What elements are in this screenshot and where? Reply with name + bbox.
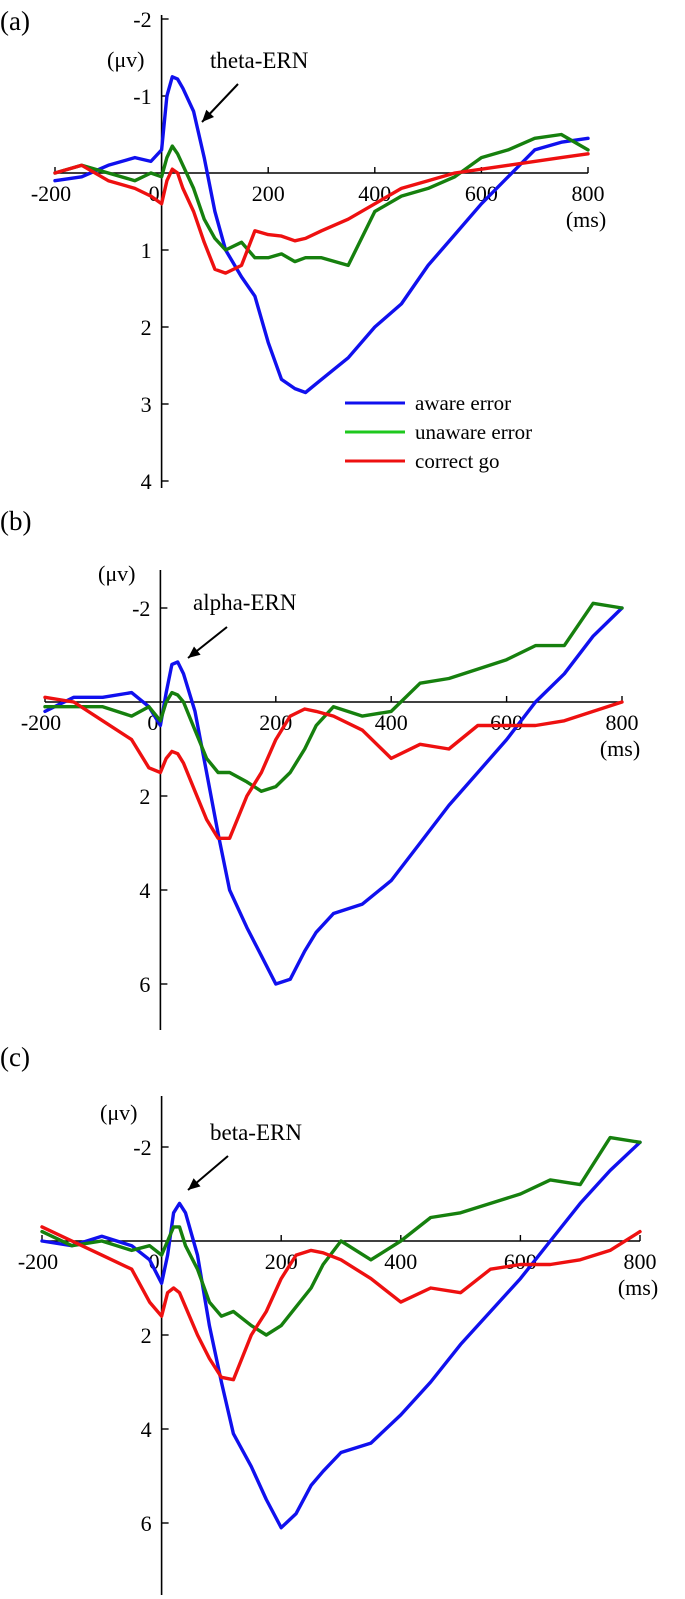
panel-label: (c): [0, 1042, 30, 1072]
panel-label: (b): [0, 506, 31, 536]
arrow-head: [202, 109, 214, 122]
y-axis-label: (μv): [100, 1100, 137, 1125]
legend: aware error unaware error correct go: [345, 391, 532, 473]
series-line-unaware-error: [40, 1135, 642, 1337]
arrow-head: [188, 1178, 201, 1190]
annotation-label: alpha-ERN: [193, 590, 297, 615]
y-tick-label: 3: [141, 392, 152, 417]
y-tick-label: -2: [133, 1135, 151, 1160]
y-tick-label: 4: [141, 1417, 152, 1442]
y-axis-label: (μv): [98, 561, 135, 586]
x-tick-label: 600: [504, 1249, 537, 1274]
legend-label: aware error: [415, 391, 511, 415]
y-tick-label: 4: [139, 878, 150, 903]
series-line-correct-go: [53, 152, 590, 275]
y-tick-label: 2: [141, 315, 152, 340]
x-axis-label: (ms): [618, 1275, 658, 1300]
series-line-aware-error: [53, 75, 590, 395]
y-tick-label: -2: [133, 7, 151, 32]
y-tick-label: 2: [141, 1323, 152, 1348]
panel-label: (a): [0, 6, 30, 36]
x-tick-label: 400: [384, 1249, 417, 1274]
x-axis-label: (ms): [566, 207, 606, 232]
x-tick-label: 400: [358, 181, 391, 206]
x-tick-label: 200: [252, 181, 285, 206]
legend-label: correct go: [415, 449, 500, 473]
y-tick-label: 2: [139, 784, 150, 809]
series-line-aware-error: [40, 1140, 642, 1530]
annotation-label: beta-ERN: [210, 1120, 302, 1145]
x-tick-label: 0: [147, 710, 158, 735]
arrow-head: [188, 646, 201, 658]
chart-panel-3: (c)-200 0 200 400 600 800(ms)-2246(μv)beta-ER…: [0, 1042, 658, 1595]
x-tick-label: -200: [18, 1249, 58, 1274]
x-axis-label: (ms): [600, 736, 640, 761]
x-tick-label: -200: [31, 181, 71, 206]
y-tick-label: -2: [132, 596, 150, 621]
x-tick-label: 0: [149, 181, 160, 206]
annotation-label: theta-ERN: [210, 48, 309, 73]
y-tick-label: -1: [133, 84, 151, 109]
x-tick-label: 800: [624, 1249, 657, 1274]
y-tick-label: 6: [141, 1511, 152, 1536]
series-line-correct-go: [43, 695, 624, 840]
x-tick-label: 0: [149, 1249, 160, 1274]
chart-panel-2: (b)-200 0 200 400 600 800(ms)-2246(μv)alpha-E…: [0, 506, 640, 1030]
x-tick-label: 800: [606, 710, 639, 735]
y-tick-label: 6: [139, 972, 150, 997]
series-line-unaware-error: [43, 601, 624, 793]
x-tick-label: -200: [21, 710, 61, 735]
series-line-aware-error: [43, 606, 624, 986]
series-line-unaware-error: [53, 132, 590, 268]
y-tick-label: 1: [141, 238, 152, 263]
legend-label: unaware error: [415, 420, 532, 444]
y-tick-label: 4: [141, 469, 152, 494]
series-line-correct-go: [40, 1225, 642, 1382]
x-tick-label: 800: [572, 181, 605, 206]
y-axis-label: (μv): [107, 47, 144, 72]
